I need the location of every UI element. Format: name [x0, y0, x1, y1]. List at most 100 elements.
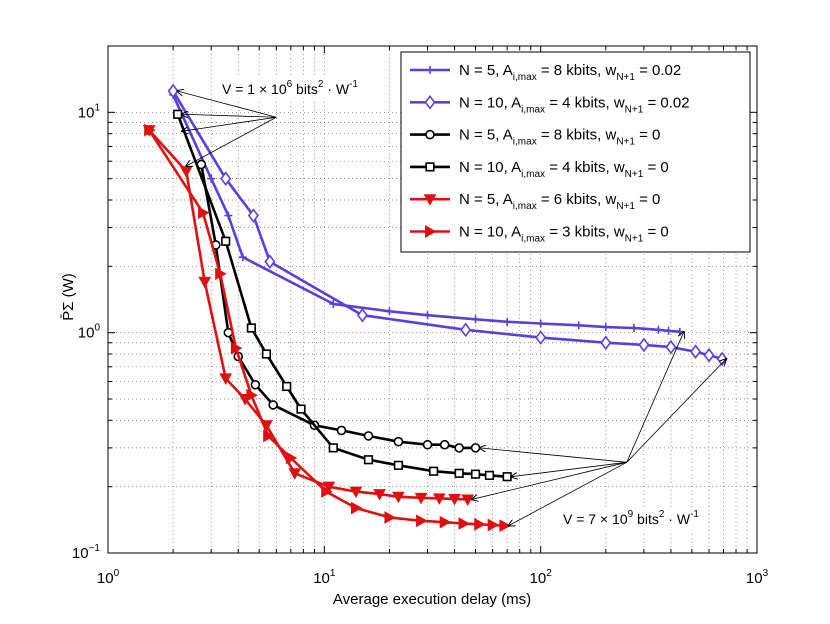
legend-label: N = 10, Ai,max = 3 kbits, wN+1 = 0	[459, 224, 669, 245]
data-point	[414, 492, 428, 505]
data-point	[690, 344, 702, 359]
data-point	[238, 253, 247, 262]
data-point	[503, 317, 512, 326]
data-point	[282, 381, 292, 392]
x-tick-label: 101	[313, 568, 336, 587]
data-point	[429, 466, 439, 476]
data-point	[329, 299, 338, 308]
legend-entry: N = 5, Ai,max = 8 kbits, wN+1 = 0	[410, 127, 660, 148]
data-point	[665, 339, 677, 355]
data-point	[385, 307, 394, 316]
data-point	[439, 515, 452, 529]
data-point	[349, 486, 363, 499]
data-point	[144, 123, 156, 137]
data-point	[416, 514, 428, 528]
data-point	[215, 267, 227, 281]
data-point	[221, 236, 231, 246]
y-tick-label: 10−1	[72, 543, 101, 562]
legend-marker	[425, 129, 435, 140]
legend-marker	[425, 162, 435, 172]
legend-entry: N = 10, Ai,max = 4 kbits, wN+1 = 0.02	[410, 94, 690, 115]
tick-labels: 100 101 102 103 10−1 100 101	[72, 102, 769, 587]
data-point	[392, 491, 405, 504]
series-6	[144, 123, 511, 533]
data-point	[535, 330, 547, 345]
data-point	[638, 337, 650, 353]
annotation-arrow	[626, 359, 726, 463]
x-tick-label: 102	[530, 568, 553, 587]
legend-marker	[423, 194, 437, 206]
annotation-arrow	[626, 332, 684, 463]
legend-marker	[425, 225, 437, 238]
legend-entry: N = 5, Ai,max = 6 kbits, wN+1 = 0	[410, 191, 660, 212]
x-tick-label: 100	[97, 568, 120, 587]
data-point	[230, 341, 243, 355]
data-point	[460, 322, 472, 338]
data-point	[336, 425, 347, 436]
data-point	[198, 276, 212, 289]
data-point	[224, 211, 233, 220]
data-point	[654, 325, 663, 334]
data-point	[703, 347, 715, 363]
data-point	[219, 373, 233, 385]
data-point	[373, 489, 386, 501]
data-point	[250, 379, 261, 390]
data-point	[363, 455, 374, 465]
data-point	[484, 470, 495, 481]
annotation-arrow	[182, 116, 277, 131]
series-5	[142, 125, 475, 506]
annotation-bottom: V = 7 × 109 bits2 · W-1	[472, 332, 726, 531]
annotation-arrow	[508, 461, 627, 525]
annotation-bg	[218, 77, 363, 101]
data-point	[393, 460, 404, 470]
series-line	[148, 129, 505, 527]
data-point	[487, 518, 500, 532]
data-point	[422, 439, 433, 450]
y-axis-label: P̄Σ (W)	[60, 273, 77, 321]
data-point	[574, 321, 583, 330]
series-layer	[142, 83, 728, 533]
data-point	[268, 400, 278, 410]
series-1	[169, 90, 684, 336]
data-point	[264, 254, 276, 270]
plot-frame	[107, 45, 758, 554]
annotation-arrow	[472, 461, 627, 499]
legend-box	[400, 51, 751, 253]
legend-entry: N = 10, Ai,max = 3 kbits, wN+1 = 0	[410, 224, 669, 245]
legend-label: N = 10, Ai,max = 4 kbits, wN+1 = 0	[459, 159, 669, 180]
annotation-arrow	[511, 461, 627, 476]
data-point	[454, 443, 464, 453]
data-point	[601, 323, 610, 332]
legend-label: N = 5, Ai,max = 8 kbits, wN+1 = 0	[459, 127, 660, 148]
legend-marker	[426, 66, 434, 74]
annotation-text: V = 7 × 109 bits2 · W-1	[563, 509, 699, 527]
data-point	[536, 319, 545, 328]
data-point	[474, 517, 486, 531]
annotation-arrow	[480, 448, 627, 463]
data-point	[285, 451, 298, 465]
data-point	[321, 485, 333, 498]
annotation-layer: V = 1 × 106 bits2 · W-1 V = 7 × 109 bits2…	[177, 77, 726, 531]
annotation-arrow	[182, 114, 277, 117]
ticks	[108, 46, 757, 553]
data-point	[328, 443, 338, 453]
data-point	[664, 326, 673, 335]
legend-entry: N = 10, Ai,max = 4 kbits, wN+1 = 0	[410, 159, 669, 180]
data-point	[322, 481, 336, 494]
annotation-bg	[559, 507, 704, 531]
annotation-top: V = 1 × 106 bits2 · W-1	[177, 77, 363, 166]
data-point	[246, 323, 256, 333]
legend-entry: N = 5, Ai,max = 8 kbits, wN+1 = 0.02	[410, 62, 681, 83]
y-tick-label: 100	[78, 323, 101, 342]
y-tick-label: 101	[78, 102, 101, 121]
data-point	[470, 469, 481, 479]
data-point	[423, 311, 432, 320]
x-axis-label: Average execution delay (ms)	[333, 591, 531, 608]
data-point	[448, 493, 461, 506]
data-point	[600, 335, 612, 351]
data-point	[207, 174, 216, 183]
data-point	[454, 468, 464, 478]
data-point	[458, 517, 471, 530]
data-point	[471, 315, 480, 324]
